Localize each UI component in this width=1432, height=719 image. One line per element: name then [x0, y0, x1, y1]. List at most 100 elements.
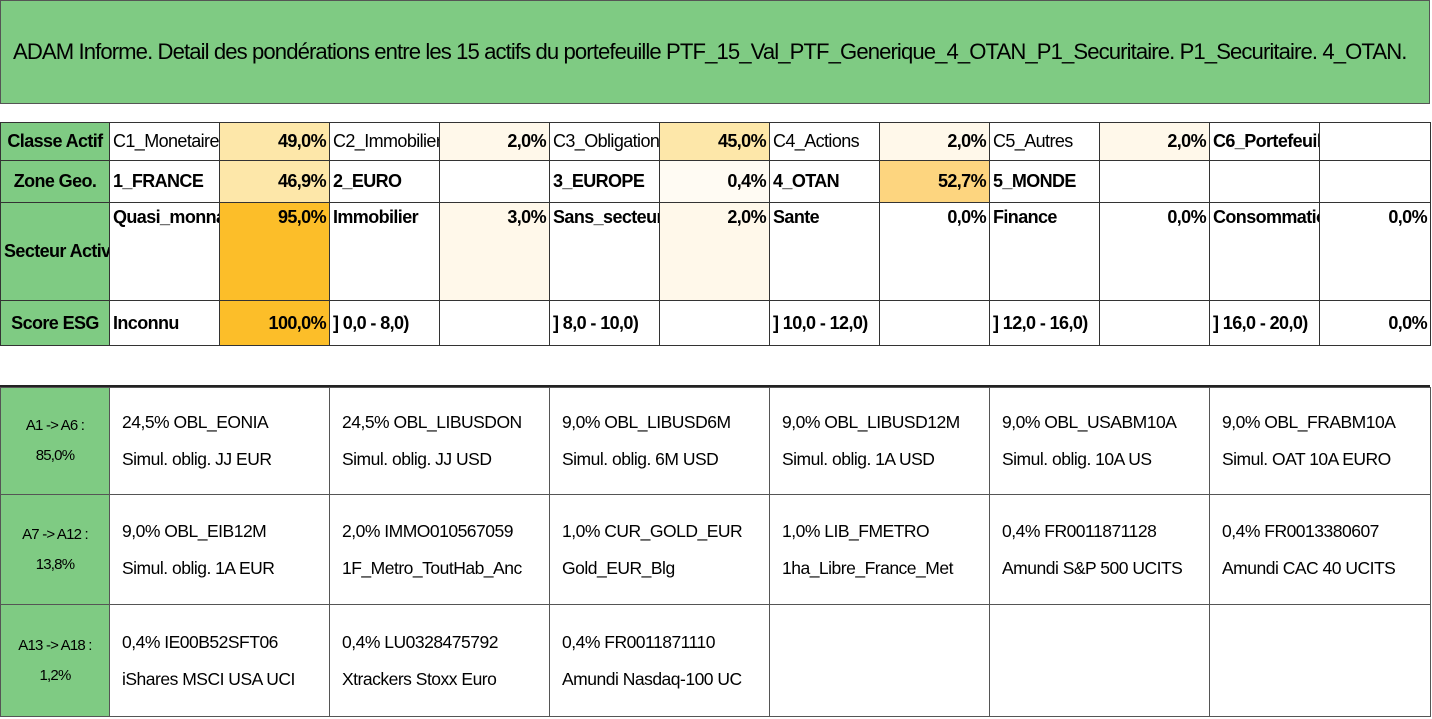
score-esg-row: Score ESG Inconnu 100,0% ] 0,0 - 8,0) ] …: [0, 300, 1431, 346]
asset-description: Xtrackers Stoxx Euro: [342, 668, 497, 689]
cell-label: Sans_secteur: [549, 202, 660, 301]
cell-value: 0,0%: [1099, 202, 1210, 301]
classe-actif-row: Classe Actif C1_Monetaire 49,0% C2_Immob…: [0, 122, 1431, 161]
cell-label: ] 8,0 - 10,0): [549, 300, 660, 346]
cell-label: C1_Monetaire: [109, 122, 220, 161]
cell-label: C5_Autres: [989, 122, 1100, 161]
asset-cell: 2,0% IMMO010567059 1F_Metro_ToutHab_Anc: [329, 494, 550, 605]
asset-weight-code: 0,4% FR0011871110: [562, 631, 716, 652]
row-header: Secteur Activite: [0, 202, 110, 301]
cell-value: [439, 300, 550, 346]
cell-label: ] 12,0 - 16,0): [989, 300, 1100, 346]
group-label: A13 -> A18 : 1,2%: [0, 604, 110, 717]
group-label: A1 -> A6 : 85,0%: [0, 387, 110, 495]
asset-weight-code: 24,5% OBL_EONIA: [122, 412, 269, 432]
asset-description: Amundi CAC 40 UCITS: [1222, 557, 1396, 578]
cell-label: Finance: [989, 202, 1100, 301]
cell-value: [1319, 122, 1431, 161]
asset-cell: [989, 604, 1210, 717]
asset-weight-code: 24,5% OBL_LIBUSDON: [342, 412, 522, 432]
asset-weight-code: 1,0% LIB_FMETRO: [782, 520, 930, 541]
asset-cell: 0,4% IE00B52SFT06 iShares MSCI USA UCI: [109, 604, 330, 717]
cell-label: ] 16,0 - 20,0): [1209, 300, 1320, 346]
asset-weight-code: 9,0% OBL_LIBUSD12M: [782, 412, 960, 432]
cell-label: Inconnu: [109, 300, 220, 346]
cell-value: 0,0%: [1319, 202, 1431, 301]
asset-cell: 9,0% OBL_EIB12M Simul. oblig. 1A EUR: [109, 494, 330, 605]
cell-label: C6_Portefeuill: [1209, 122, 1320, 161]
asset-cell: [769, 604, 990, 717]
report-title: ADAM Informe. Detail des pondérations en…: [0, 0, 1430, 104]
asset-weight-code: 9,0% OBL_EIB12M: [122, 520, 267, 541]
cell-label: [1209, 160, 1320, 203]
cell-label: Quasi_monnaie: [109, 202, 220, 301]
cell-value: 95,0%: [219, 202, 330, 301]
asset-description: Simul. oblig. JJ USD: [342, 449, 492, 469]
cell-label: Sante: [769, 202, 880, 301]
cell-value: 2,0%: [659, 202, 770, 301]
cell-value: 100,0%: [219, 300, 330, 346]
zone-geo-row: Zone Geo. 1_FRANCE 46,9% 2_EURO 3_EUROPE…: [0, 160, 1431, 203]
asset-cell: 9,0% OBL_LIBUSD6M Simul. oblig. 6M USD: [549, 387, 770, 495]
asset-weight-code: 9,0% OBL_LIBUSD6M: [562, 412, 731, 432]
asset-description: Gold_EUR_Blg: [562, 557, 675, 578]
cell-label: 4_OTAN: [769, 160, 880, 203]
asset-description: Simul. oblig. 6M USD: [562, 449, 719, 469]
cell-value: 0,4%: [659, 160, 770, 203]
cell-label: Immobilier: [329, 202, 440, 301]
cell-label: Consommation_base: [1209, 202, 1320, 301]
asset-weight-code: 9,0% OBL_USABM10A: [1002, 412, 1177, 432]
group-range: A1 -> A6 :: [25, 417, 85, 434]
cell-value: [1319, 160, 1431, 203]
cell-value: 46,9%: [219, 160, 330, 203]
asset-weight-code: 0,4% FR0011871128: [1002, 520, 1157, 541]
cell-label: ] 0,0 - 8,0): [329, 300, 440, 346]
cell-value: [1099, 160, 1210, 203]
asset-cell: 1,0% CUR_GOLD_EUR Gold_EUR_Blg: [549, 494, 770, 605]
section-divider: [0, 385, 1430, 388]
cell-label: 1_FRANCE: [109, 160, 220, 203]
asset-cell: 0,4% FR0013380607 Amundi CAC 40 UCITS: [1209, 494, 1431, 605]
cell-label: ] 10,0 - 12,0): [769, 300, 880, 346]
asset-description: 1F_Metro_ToutHab_Anc: [342, 557, 522, 578]
asset-group-row: A13 -> A18 : 1,2% 0,4% IE00B52SFT06 iShar…: [0, 604, 1431, 717]
asset-weight-code: 1,0% CUR_GOLD_EUR: [562, 520, 743, 541]
cell-value: 52,7%: [879, 160, 990, 203]
asset-cell: 24,5% OBL_EONIA Simul. oblig. JJ EUR: [109, 387, 330, 495]
asset-cell: 9,0% OBL_USABM10A Simul. oblig. 10A US: [989, 387, 1210, 495]
cell-value: [879, 300, 990, 346]
group-range: A7 -> A12 :: [22, 525, 89, 543]
cell-value: [439, 160, 550, 203]
asset-cell: 0,4% FR0011871110 Amundi Nasdaq-100 UC: [549, 604, 770, 717]
asset-description: Simul. OAT 10A EURO: [1222, 449, 1391, 469]
asset-group-row: A7 -> A12 : 13,8% 9,0% OBL_EIB12M Simul. …: [0, 494, 1431, 605]
cell-label: C3_Obligations: [549, 122, 660, 161]
asset-description: Amundi S&P 500 UCITS: [1002, 557, 1183, 578]
cell-label: 3_EUROPE: [549, 160, 660, 203]
asset-description: iShares MSCI USA UCI: [122, 668, 295, 689]
asset-description: Simul. oblig. 1A USD: [782, 449, 935, 469]
group-label: A7 -> A12 : 13,8%: [0, 494, 110, 605]
cell-value: 2,0%: [879, 122, 990, 161]
secteur-row: Secteur Activite Quasi_monnaie 95,0% Imm…: [0, 202, 1431, 301]
cell-label: C4_Actions: [769, 122, 880, 161]
group-range: A13 -> A18 :: [18, 636, 92, 654]
cell-value: 0,0%: [879, 202, 990, 301]
asset-weight-code: 9,0% OBL_FRABM10A: [1222, 412, 1396, 432]
asset-cell: 9,0% OBL_FRABM10A Simul. OAT 10A EURO: [1209, 387, 1431, 495]
cell-value: [1099, 300, 1210, 346]
cell-label: 2_EURO: [329, 160, 440, 203]
cell-label: 5_MONDE: [989, 160, 1100, 203]
row-header: Classe Actif: [0, 122, 110, 161]
row-header: Score ESG: [0, 300, 110, 346]
asset-cell: [1209, 604, 1431, 717]
cell-value: 49,0%: [219, 122, 330, 161]
asset-weight-code: 0,4% LU0328475792: [342, 631, 498, 652]
cell-value: 45,0%: [659, 122, 770, 161]
asset-cell: 1,0% LIB_FMETRO 1ha_Libre_France_Met: [769, 494, 990, 605]
cell-value: [659, 300, 770, 346]
asset-weight-code: 2,0% IMMO010567059: [342, 520, 513, 541]
asset-cell: 24,5% OBL_LIBUSDON Simul. oblig. JJ USD: [329, 387, 550, 495]
asset-weight-code: 0,4% IE00B52SFT06: [122, 631, 278, 652]
row-header: Zone Geo.: [0, 160, 110, 203]
